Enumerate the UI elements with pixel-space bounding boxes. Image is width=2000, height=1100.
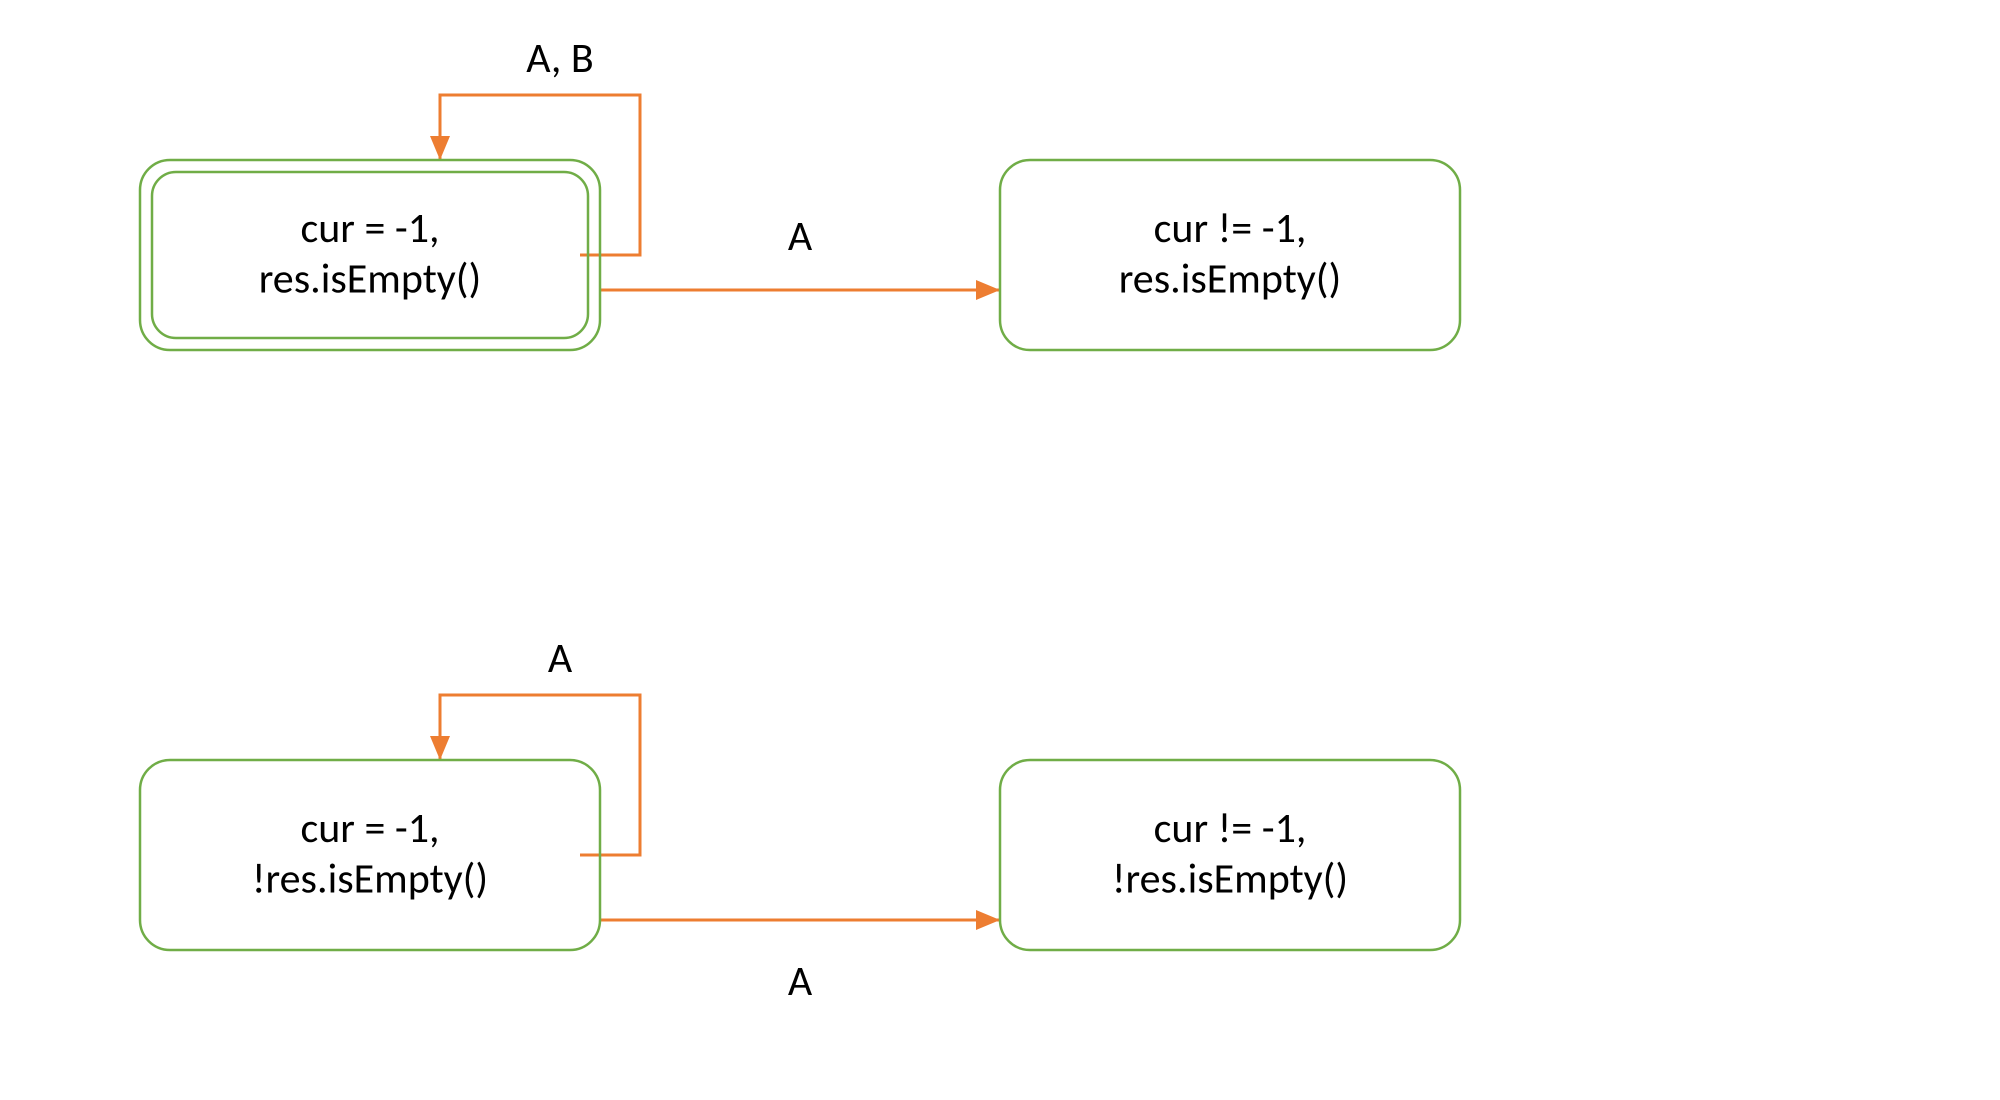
transition-edge: [600, 280, 1000, 300]
arrowhead-icon: [430, 136, 450, 160]
node-text-line1: cur != -1,: [1154, 203, 1307, 254]
edges-layer: [430, 95, 1000, 930]
arrowhead-icon: [976, 280, 1000, 300]
node-text-line1: cur = -1,: [300, 803, 439, 854]
node-text-line2: !res.isEmpty(): [1112, 853, 1348, 904]
state-diagram: cur = -1,res.isEmpty()cur != -1,res.isEm…: [0, 0, 2000, 1100]
edge-label: A: [548, 633, 573, 684]
state-node: cur = -1,!res.isEmpty(): [140, 760, 600, 950]
node-text-line1: cur != -1,: [1154, 803, 1307, 854]
state-node: cur = -1,res.isEmpty(): [140, 160, 600, 350]
nodes-layer: cur = -1,res.isEmpty()cur != -1,res.isEm…: [140, 160, 1460, 950]
node-text-line2: res.isEmpty(): [259, 253, 482, 304]
edge-path: [440, 695, 640, 855]
edge-path: [440, 95, 640, 255]
state-node: cur != -1,res.isEmpty(): [1000, 160, 1460, 350]
transition-edge: [600, 910, 1000, 930]
state-node: cur != -1,!res.isEmpty(): [1000, 760, 1460, 950]
edge-label: A: [788, 211, 813, 262]
edge-label: A: [788, 956, 813, 1007]
node-text-line1: cur = -1,: [300, 203, 439, 254]
transition-edge: [430, 695, 640, 855]
transition-edge: [430, 95, 640, 255]
node-text-line2: res.isEmpty(): [1119, 253, 1342, 304]
edge-label: A, B: [526, 33, 593, 84]
labels-layer: A, B A A A: [526, 33, 813, 1007]
arrowhead-icon: [976, 910, 1000, 930]
node-text-line2: !res.isEmpty(): [252, 853, 488, 904]
arrowhead-icon: [430, 736, 450, 760]
